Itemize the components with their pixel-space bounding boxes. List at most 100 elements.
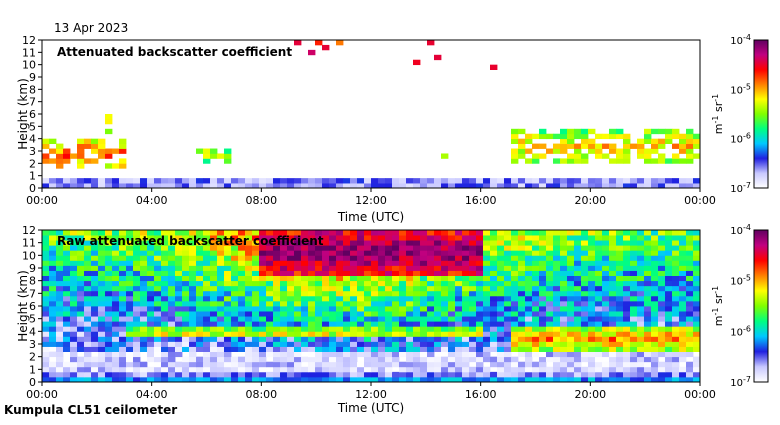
heatmap-cell [511,245,519,251]
heatmap-cell [665,376,673,382]
heatmap-cell [483,311,491,317]
heatmap-cell [637,245,645,251]
heatmap-cell [112,270,120,276]
heatmap-cell [154,255,162,261]
heatmap-cell [105,178,113,184]
heatmap-cell [483,316,491,322]
heatmap-cell [574,270,582,276]
heatmap-cell [595,336,603,342]
heatmap-cell [651,336,659,342]
heatmap-cell [539,300,547,307]
heatmap-cell [315,270,323,276]
heatmap-cell [637,331,645,337]
heatmap-cell [168,366,176,373]
heatmap-cell [525,255,533,261]
heatmap-cell [679,183,687,188]
heatmap-cell [476,295,484,302]
heatmap-cell [434,331,442,337]
heatmap-cell [476,245,484,251]
heatmap-cell [476,326,484,332]
heatmap-cell [651,158,659,164]
heatmap-cell [392,240,400,246]
heatmap-cell [553,361,561,368]
heatmap-cell [336,356,344,363]
heatmap-cell [189,280,197,287]
heatmap-cell [588,265,596,271]
heatmap-cell [112,183,120,188]
heatmap-cell [413,230,421,236]
heatmap-cell [462,316,470,322]
heatmap-cell [140,178,148,184]
heatmap-cell [497,361,505,368]
heatmap-cell [182,321,190,327]
heatmap-cell [126,245,134,251]
heatmap-cell [679,260,687,266]
heatmap-cell [567,300,575,307]
heatmap-cell [154,235,162,241]
heatmap-cell [672,336,680,342]
heatmap-cell [511,138,519,144]
heatmap-cell [630,235,638,241]
heatmap-cell [280,351,288,358]
heatmap-cell [644,235,652,241]
heatmap-cell [329,316,337,322]
heatmap-cell [371,321,379,327]
heatmap-cell [637,356,645,363]
heatmap-cell [119,351,127,358]
heatmap-cell [203,235,211,241]
heatmap-cell [350,336,358,342]
heatmap-cell [672,178,680,184]
heatmap-cell [602,336,610,342]
heatmap-cell [595,240,603,246]
heatmap-cell [490,260,498,266]
heatmap-cell [581,183,589,188]
heatmap-cell [588,366,596,373]
heatmap-cell [49,235,57,241]
heatmap-cell [224,326,232,332]
heatmap-cell [140,240,148,246]
heatmap-cell [210,255,218,261]
heatmap-cell [140,245,148,251]
heatmap-cell [119,346,127,352]
heatmap-cell [693,255,700,261]
heatmap-cell [504,295,512,302]
heatmap-cell [91,361,99,368]
heatmap-cell [525,133,533,140]
heatmap-cell [427,331,435,337]
heatmap-cell [609,148,617,154]
heatmap-cell [217,250,225,256]
heatmap-cell [217,336,225,342]
heatmap-cell [497,295,505,302]
heatmap-cell [448,285,456,292]
heatmap-cell [231,240,239,246]
heatmap-cell [42,300,50,307]
heatmap-cell [609,351,617,358]
heatmap-cell [672,128,680,135]
heatmap-cell [483,341,491,347]
heatmap-cell [112,351,120,358]
heatmap-cell [105,250,113,256]
heatmap-cell [560,128,568,135]
heatmap-cell [490,336,498,342]
heatmap-cell [308,356,316,363]
heatmap-cell [560,351,568,358]
heatmap-cell [364,331,372,337]
heatmap-cell [315,255,323,261]
heatmap-cell [693,316,700,322]
heatmap-cell [105,260,113,266]
heatmap-cell [609,376,617,382]
heatmap-cell [105,148,113,154]
heatmap-cell [252,270,260,276]
heatmap-cell [504,346,512,352]
heatmap-cell [175,178,183,184]
heatmap-cell [504,275,512,282]
heatmap-cell [189,275,197,282]
heatmap-cell [511,275,519,282]
heatmap-cell [273,351,281,358]
x-tick-label: 04:00 [136,194,168,207]
heatmap-cell [560,366,568,373]
heatmap-cell [119,326,127,332]
heatmap-cell [161,316,169,322]
heatmap-cell [553,133,561,140]
heatmap-cell [245,230,253,236]
